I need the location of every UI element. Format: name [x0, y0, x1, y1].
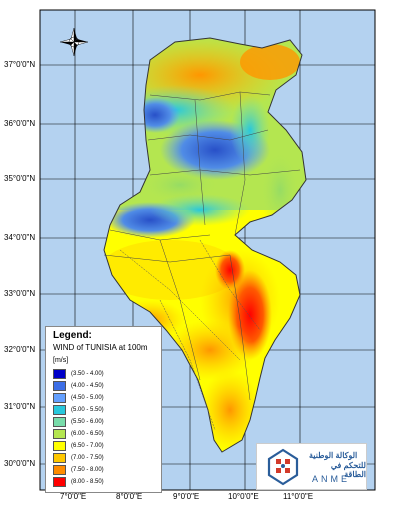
map-legend: Legend: WIND of TUNISIA at 100m [m/s] (3…	[45, 326, 162, 493]
legend-item: (5.00 - 5.50)	[53, 405, 104, 414]
legend-item-label: (6.50 - 7.00)	[71, 443, 104, 449]
lon-label: 7°0'0"E	[60, 492, 86, 501]
lat-label: 37°0'0"N	[4, 60, 35, 69]
legend-swatch	[53, 429, 66, 439]
anme-emblem-icon	[261, 447, 305, 487]
lon-label: 8°0'0"E	[116, 492, 142, 501]
lat-label: 30°0'0"N	[4, 459, 35, 468]
lat-label: 34°0'0"N	[4, 233, 35, 242]
legend-swatch	[53, 417, 66, 427]
legend-swatch	[53, 381, 66, 391]
lon-label: 11°0'0"E	[283, 492, 313, 501]
legend-item: (4.50 - 5.00)	[53, 393, 104, 402]
legend-item: (6.00 - 6.50)	[53, 429, 104, 438]
logo-name: ANME	[312, 474, 350, 484]
legend-item: (3.50 - 4.00)	[53, 369, 104, 378]
legend-swatch	[53, 453, 66, 463]
legend-item-label: (8.00 - 8.50)	[71, 479, 104, 485]
legend-title: Legend:	[53, 330, 92, 341]
logo-arabic-line-1: الوكالة الوطنية	[309, 451, 357, 460]
lat-label: 32°0'0"N	[4, 345, 35, 354]
legend-item: (4.00 - 4.50)	[53, 381, 104, 390]
legend-item: (7.00 - 7.50)	[53, 453, 104, 462]
legend-item-label: (6.00 - 6.50)	[71, 431, 104, 437]
legend-item: (8.00 - 8.50)	[53, 477, 104, 486]
legend-item-label: (5.50 - 6.00)	[71, 419, 104, 425]
legend-swatch	[53, 393, 66, 403]
legend-swatch	[53, 465, 66, 475]
legend-item-label: (4.50 - 5.00)	[71, 395, 104, 401]
legend-swatch	[53, 477, 66, 487]
legend-item: (5.50 - 6.00)	[53, 417, 104, 426]
legend-item-label: (4.00 - 4.50)	[71, 383, 104, 389]
anme-logo: الوكالة الوطنية للتحكم في الطاقة ANME	[256, 443, 367, 490]
legend-item: (7.50 - 8.00)	[53, 465, 104, 474]
lon-label: 9°0'0"E	[173, 492, 199, 501]
lat-label: 33°0'0"N	[4, 289, 35, 298]
legend-item-label: (7.50 - 8.00)	[71, 467, 104, 473]
legend-item-label: (3.50 - 4.00)	[71, 371, 104, 377]
legend-swatch	[53, 369, 66, 379]
lon-label: 10°0'0"E	[228, 492, 259, 501]
lat-label: 31°0'0"N	[4, 402, 35, 411]
legend-item-label: (7.00 - 7.50)	[71, 455, 104, 461]
legend-item: (6.50 - 7.00)	[53, 441, 104, 450]
lat-label: 35°0'0"N	[4, 174, 35, 183]
lat-label: 36°0'0"N	[4, 119, 35, 128]
legend-subtitle: WIND of TUNISIA at 100m	[53, 343, 148, 352]
legend-swatch	[53, 405, 66, 415]
legend-item-label: (5.00 - 5.50)	[71, 407, 104, 413]
legend-swatch	[53, 441, 66, 451]
legend-unit: [m/s]	[53, 357, 68, 364]
